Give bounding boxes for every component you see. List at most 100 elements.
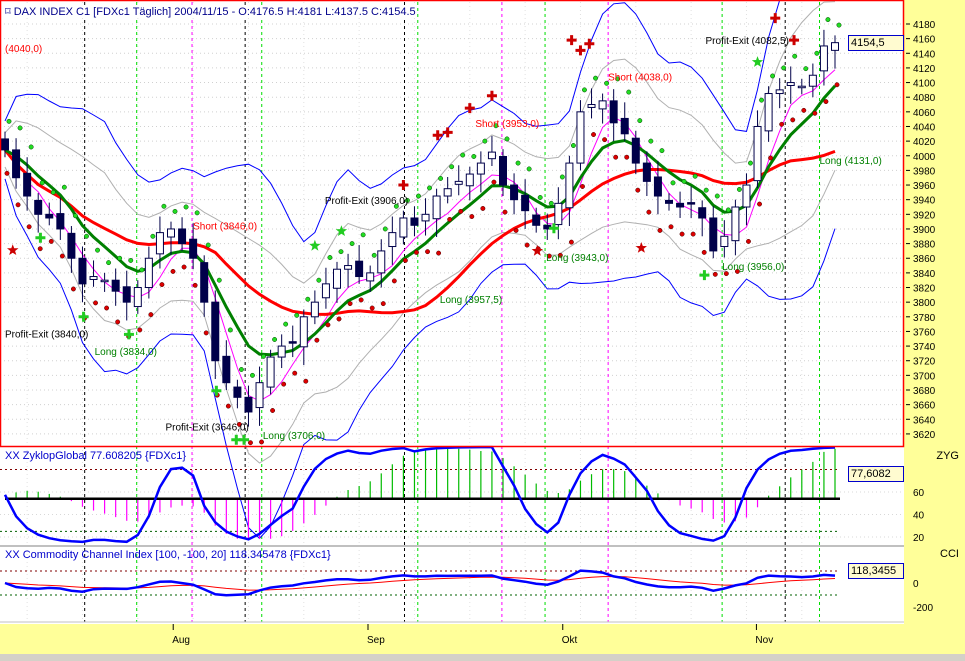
scrollbar[interactable] (0, 654, 965, 661)
green-dot (526, 166, 532, 172)
candle-body (487, 151, 496, 160)
green-dot (194, 210, 200, 216)
green-dot (250, 372, 255, 378)
green-dot (283, 321, 289, 327)
red-cross-icon (486, 90, 497, 101)
green-dot (570, 143, 576, 148)
red-dot (414, 249, 419, 255)
green-dot (548, 200, 554, 206)
red-dot (48, 238, 54, 244)
green-dot (626, 89, 632, 95)
signal-annotation: Long (3956,0) (722, 262, 784, 273)
month-label: Sep (367, 635, 385, 646)
candle-body (554, 202, 563, 226)
red-dot (436, 250, 442, 256)
red-dot (137, 327, 143, 333)
red-cross-icon (584, 38, 595, 49)
price-tick-label: 3840 (913, 269, 936, 280)
red-dot (812, 110, 818, 116)
green-dot (648, 138, 654, 144)
candle-body (808, 74, 817, 87)
red-dot (635, 187, 641, 193)
green-star-icon (309, 239, 321, 251)
green-dot (703, 187, 709, 193)
candle-body (122, 286, 131, 303)
cci-signal-line (4, 575, 836, 591)
red-dot (281, 381, 287, 387)
red-cross-icon (442, 127, 453, 138)
cci-label: XX Commodity Channel Index [100, -100, 2… (5, 549, 331, 561)
green-cross-icon (35, 232, 46, 243)
green-dot (205, 242, 211, 248)
red-dot (734, 268, 740, 274)
signal-annotation: Short (3846,0) (193, 222, 257, 233)
candle-body (344, 265, 353, 270)
green-dot (537, 195, 543, 200)
red-dot (325, 322, 331, 328)
candle-body (698, 207, 707, 219)
price-panel-border (0, 0, 905, 448)
red-dot (148, 312, 154, 318)
red-star-icon (635, 242, 647, 253)
green-dot (305, 296, 311, 302)
candle-body (178, 228, 187, 245)
green-dot (371, 252, 377, 258)
red-dot (701, 249, 707, 255)
red-dot (203, 330, 209, 336)
candle-body (565, 162, 574, 209)
signal-annotation: Long (3834,0) (95, 347, 157, 358)
candle-body (731, 206, 740, 242)
candle-body (233, 386, 242, 398)
red-dot (801, 107, 807, 113)
price-tick-label: 3720 (913, 357, 936, 368)
candle-body (266, 356, 275, 388)
red-dot (447, 216, 453, 222)
candle-body (742, 184, 751, 208)
price-tick-label: 3860 (913, 254, 936, 265)
green-dot (748, 160, 753, 166)
red-dot (723, 271, 729, 277)
zyklop-line (3, 445, 836, 544)
candle-body (454, 180, 463, 185)
green-dot (770, 73, 776, 79)
green-dot (404, 197, 410, 203)
red-dot (4, 170, 10, 176)
candle-body (709, 217, 718, 252)
red-dot (380, 301, 386, 307)
price-tick-label: 3880 (913, 240, 936, 251)
red-dot (480, 206, 486, 211)
zyklop-tick-label: 60 (913, 488, 925, 499)
green-cross-icon (78, 311, 89, 322)
signal-annotation: (4040,0) (5, 44, 42, 55)
green-dot (427, 185, 432, 191)
month-label: Aug (172, 635, 190, 646)
candle-body (476, 162, 485, 175)
signal-annotation: Long (4131,0) (820, 156, 882, 167)
green-dot (836, 22, 842, 28)
candle-body (687, 202, 696, 205)
red-dot (37, 246, 43, 252)
cci-tick-label: 0 (913, 579, 919, 590)
candle-body (288, 341, 297, 344)
green-dot (393, 203, 399, 209)
red-dot (768, 155, 774, 161)
signal-annotation: Short (3953,0) (475, 119, 539, 130)
price-tick-label: 4000 (913, 152, 936, 163)
red-dot (59, 253, 65, 259)
candle-body (510, 184, 519, 201)
green-cross-icon (548, 223, 559, 234)
green-dot (471, 154, 477, 159)
green-dot (615, 76, 621, 82)
price-tick-label: 3660 (913, 401, 936, 412)
red-dot (259, 439, 264, 445)
candle-body (410, 217, 419, 226)
header-text: DAX INDEX C1 [FDXc1 Täglich] 2004/11/15 … (13, 6, 416, 18)
zyklop-tick-label: 40 (913, 511, 925, 522)
red-dot (646, 209, 652, 215)
price-tick-label: 4120 (913, 64, 936, 75)
price-tick-label: 3740 (913, 342, 936, 353)
price-tick-label: 4060 (913, 108, 936, 119)
candle-body (56, 213, 65, 230)
red-dot (159, 282, 165, 288)
